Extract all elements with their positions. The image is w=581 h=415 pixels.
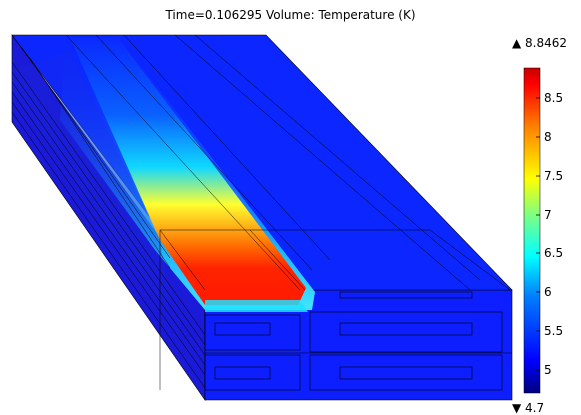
- left-side-layer-lines: [11, 47, 206, 389]
- colorbar-tick-label: 8: [544, 130, 552, 144]
- colorbar-tick-label: 6.5: [544, 246, 564, 260]
- colorbar-ticks: [536, 97, 540, 371]
- heat-strip-front-edge: [205, 300, 308, 312]
- heat-strip: [70, 38, 306, 305]
- colorbar-tick-label: 7.5: [544, 169, 564, 183]
- colorbar-tick-label: 8.5: [544, 91, 564, 105]
- top-face-lines: [65, 34, 511, 390]
- colorbar-tick-label: 5.5: [544, 324, 564, 338]
- front-face-slots: [204, 291, 512, 391]
- colorbar-tick-label: 5: [544, 363, 552, 377]
- plot-title: Time=0.106295 Volume: Temperature (K): [165, 8, 416, 22]
- colorbar-max-label: ▲ 8.8462: [512, 36, 568, 50]
- colorbar-min-label: ▼ 4.7: [512, 401, 545, 415]
- heat-strip-left-shade: [12, 50, 170, 300]
- colorbar-tick-label: 7: [544, 208, 552, 222]
- colorbar: [523, 67, 541, 394]
- colorbar-tick-label: 6: [544, 285, 552, 299]
